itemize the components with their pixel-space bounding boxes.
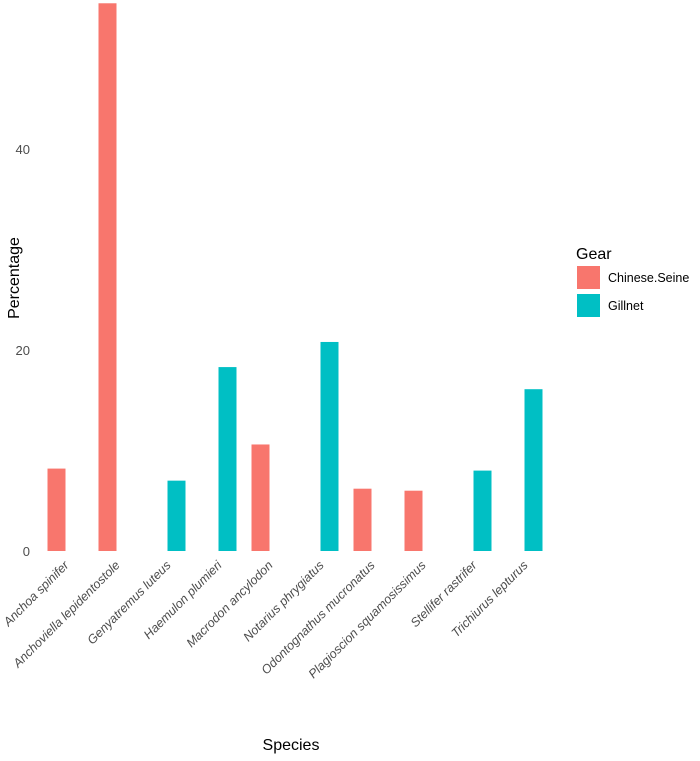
legend-key-chinese-seine — [577, 266, 600, 289]
legend-label-chinese-seine: Chinese.Seine — [608, 271, 689, 285]
legend-label-gillnet: Gillnet — [608, 299, 644, 313]
bar-gillnet-stellifer-rastrifer — [473, 470, 492, 551]
legend: Gear Chinese.Seine Gillnet — [576, 246, 689, 317]
bar-chinese-seine-plagioscion-squamosissimus — [404, 490, 423, 551]
x-tick-label: Anchoviella lepidentostole — [10, 558, 123, 671]
y-tick-label: 0 — [23, 544, 30, 559]
y-axis-title: Percentage — [6, 237, 23, 319]
bar-chinese-seine-anchoa-spinifer — [47, 468, 66, 551]
x-tick-label: Genyatremus luteus — [85, 558, 174, 647]
y-axis-ticks: 0 20 40 — [16, 142, 30, 559]
y-tick-label: 20 — [16, 343, 30, 358]
bar-gillnet-haemulon-plumieri — [218, 367, 237, 551]
bars — [47, 3, 543, 551]
bar-gillnet-trichiurus-lepturus — [524, 389, 543, 551]
y-tick-label: 40 — [16, 142, 30, 157]
legend-key-gillnet — [577, 294, 600, 317]
x-tick-label: Macrodon ancylodon — [184, 558, 276, 650]
bar-gillnet-genyatremus-luteus — [167, 480, 186, 551]
bar-chinese-seine-odontognathus-mucronatus — [353, 488, 372, 551]
bar-chinese-seine-macrodon-ancylodon — [251, 444, 270, 551]
x-axis-title: Species — [263, 737, 320, 754]
bar-gillnet-notarius-phrygiatus — [320, 341, 339, 551]
legend-title: Gear — [576, 246, 612, 263]
bar-chinese-seine-anchoviella-lepidentostole — [98, 3, 117, 551]
